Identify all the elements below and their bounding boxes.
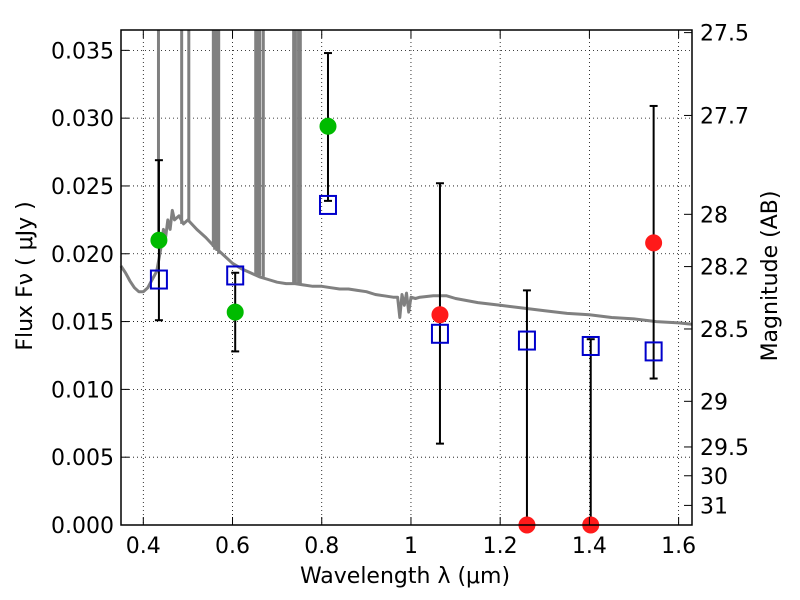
y-tick-label: 0.030 [51, 107, 114, 132]
right-tick-label: 30 [700, 465, 728, 490]
y-tick-label: 0.025 [51, 175, 114, 200]
right-tick-label: 29 [700, 390, 728, 415]
y-tick-label: 0.005 [51, 446, 114, 471]
model-photometry-square [226, 265, 245, 286]
x-tick-label: 1.2 [483, 534, 518, 559]
right-tick-label: 27.7 [700, 104, 749, 129]
right-tick-label: 28 [700, 203, 728, 228]
grid-lines [121, 30, 692, 526]
right-tick-label: 29.5 [700, 436, 749, 461]
axis-ticks: 0.4 0.6 0.8 1 1.2 1.4 1.6 0.000 0.005 0.010 0.015 0… [51, 22, 749, 559]
y-tick-label: 0.020 [51, 243, 114, 268]
x-tick-label: 1 [404, 534, 418, 559]
y-tick-label: 0.000 [51, 514, 114, 539]
x-tick-label: 1.6 [661, 534, 696, 559]
right-tick-label: 28.5 [700, 318, 749, 343]
x-tick-label: 1.4 [572, 534, 607, 559]
model-photometry-squares [149, 194, 663, 362]
model-sed-spectrum [119, 30, 693, 326]
observed-flux-point [150, 231, 168, 249]
error-bars [154, 52, 658, 525]
observed-flux-point [319, 117, 337, 135]
observed-flux-points [150, 117, 663, 534]
observed-flux-point [645, 234, 663, 252]
x-tick-label: 0.6 [215, 534, 250, 559]
x-tick-label: 0.8 [304, 534, 339, 559]
y-tick-label: 0.010 [51, 378, 114, 403]
model-photometry-square [430, 323, 449, 344]
observed-flux-point [431, 306, 449, 324]
right-tick-label: 28.2 [700, 256, 749, 281]
y-tick-label: 0.015 [51, 311, 114, 336]
right-tick-label: 27.5 [700, 22, 749, 47]
right-tick-label: 31 [700, 494, 728, 519]
y-tick-label: 0.035 [51, 39, 114, 64]
plot-frame [120, 29, 693, 526]
model-photometry-square [644, 341, 663, 362]
y-axis-label-right: Magnitude (AB) [758, 191, 783, 362]
model-photometry-square [581, 335, 600, 356]
x-axis-label: Wavelength λ (μm) [300, 564, 510, 589]
observed-flux-point [226, 303, 244, 321]
model-photometry-square [318, 194, 337, 215]
y-axis-label-left: Flux Fν ( μJy ) [13, 201, 38, 350]
sed-continuum-line [119, 208, 693, 326]
model-photometry-square [517, 330, 536, 351]
x-tick-label: 0.4 [126, 534, 161, 559]
model-photometry-square [149, 269, 168, 290]
